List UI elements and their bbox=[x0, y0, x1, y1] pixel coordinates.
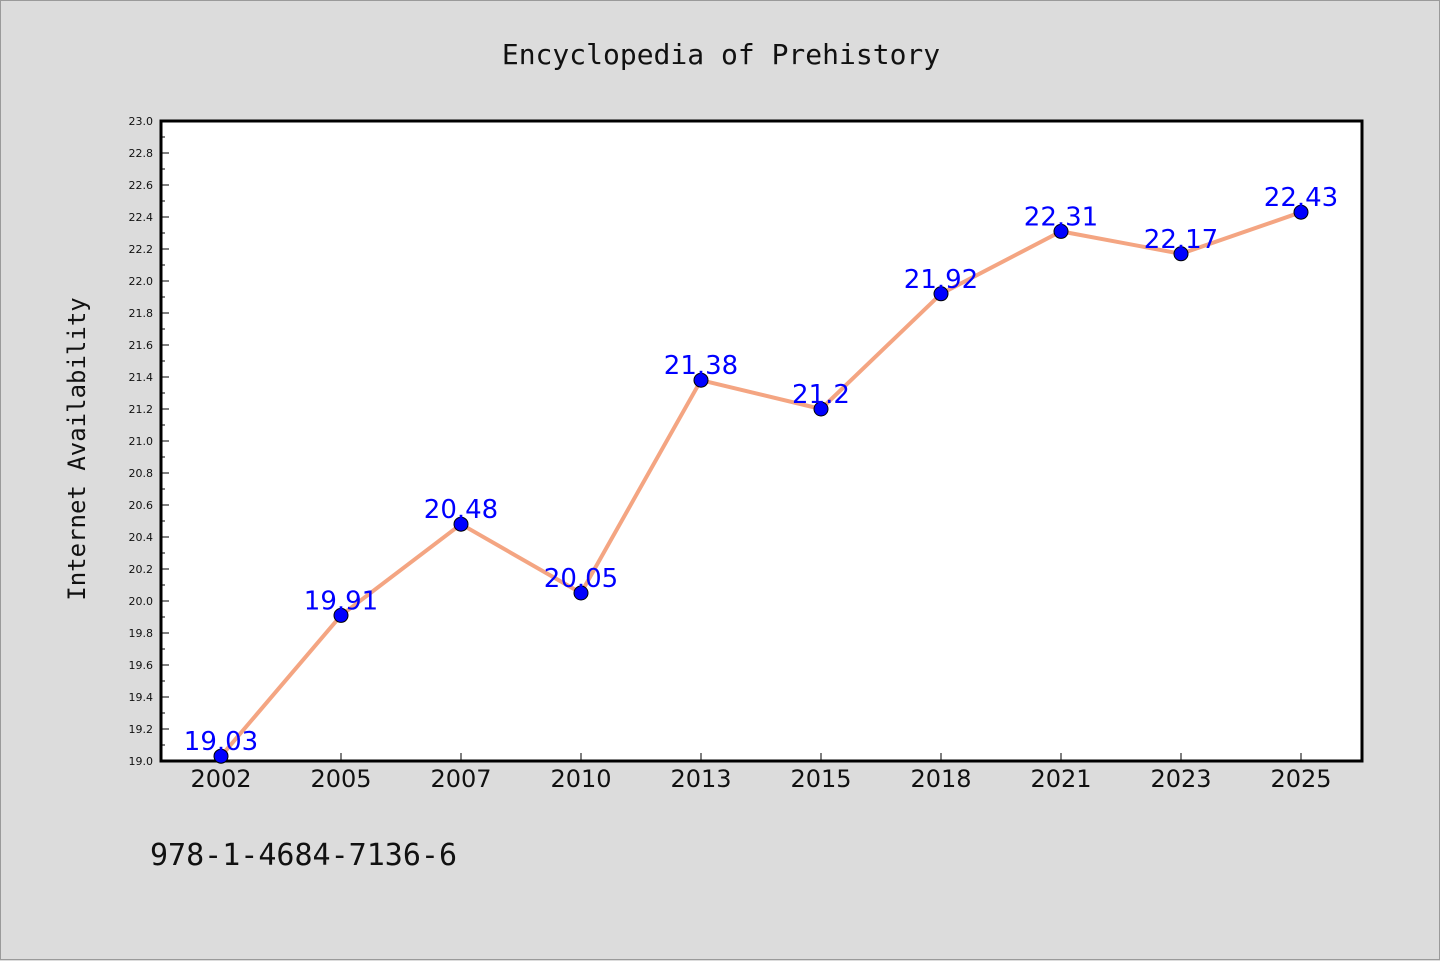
x-tick-label: 2002 bbox=[190, 765, 251, 793]
data-point bbox=[1293, 204, 1309, 220]
y-tick-label: 20.0 bbox=[129, 595, 154, 608]
y-tick-label: 21.4 bbox=[129, 371, 154, 384]
data-label: 20.05 bbox=[544, 564, 618, 594]
y-tick-label: 20.6 bbox=[129, 499, 154, 512]
data-point bbox=[573, 585, 589, 601]
chart-title: Encyclopedia of Prehistory bbox=[502, 38, 940, 71]
data-label: 21.38 bbox=[664, 351, 738, 381]
y-tick-label: 20.2 bbox=[129, 563, 154, 576]
y-tick-label: 23.0 bbox=[129, 115, 154, 128]
data-label: 22.31 bbox=[1024, 202, 1098, 232]
isbn-text: 978-1-4684-7136-6 bbox=[150, 838, 457, 873]
x-tick-label: 2023 bbox=[1150, 765, 1211, 793]
y-tick-label: 19.8 bbox=[129, 627, 154, 640]
data-series bbox=[213, 204, 1309, 764]
plot-area bbox=[159, 119, 1364, 763]
data-label: 22.17 bbox=[1144, 225, 1218, 255]
data-label: 19.03 bbox=[184, 727, 258, 757]
y-axis-label: Internet Availability bbox=[63, 297, 91, 600]
data-label: 22.43 bbox=[1264, 183, 1338, 213]
x-axis: 2002 2005 2007 2010 2013 2015 2018 2021 2023 2025 bbox=[190, 753, 1332, 793]
y-tick-label: 22.2 bbox=[129, 243, 154, 256]
x-tick-label: 2005 bbox=[310, 765, 371, 793]
data-point bbox=[453, 516, 469, 532]
x-tick-label: 2007 bbox=[430, 765, 491, 793]
data-point bbox=[333, 607, 349, 623]
y-tick-label: 19.2 bbox=[129, 723, 154, 736]
y-tick-label: 21.0 bbox=[129, 435, 154, 448]
y-tick-label: 22.8 bbox=[129, 147, 154, 160]
x-tick-label: 2013 bbox=[670, 765, 731, 793]
data-point bbox=[1053, 223, 1069, 239]
x-tick-label: 2010 bbox=[550, 765, 611, 793]
data-point bbox=[693, 372, 709, 388]
data-label: 21.2 bbox=[792, 380, 850, 410]
y-tick-label: 19.4 bbox=[129, 691, 154, 704]
x-tick-label: 2018 bbox=[910, 765, 971, 793]
y-tick-label: 22.6 bbox=[129, 179, 154, 192]
y-tick-label: 19.6 bbox=[129, 659, 154, 672]
y-tick-label: 21.2 bbox=[129, 403, 154, 416]
data-point bbox=[213, 748, 229, 764]
x-tick-label: 2021 bbox=[1030, 765, 1091, 793]
y-tick-label: 22.0 bbox=[129, 275, 154, 288]
x-tick-label: 2025 bbox=[1270, 765, 1331, 793]
data-point bbox=[1173, 246, 1189, 262]
data-label: 21.92 bbox=[904, 265, 978, 295]
y-tick-label: 21.8 bbox=[129, 307, 154, 320]
data-label: 19.91 bbox=[304, 586, 378, 616]
y-tick-label: 21.6 bbox=[129, 339, 154, 352]
data-point bbox=[813, 401, 829, 417]
y-tick-label: 20.4 bbox=[129, 531, 154, 544]
x-tick-label: 2015 bbox=[790, 765, 851, 793]
y-tick-label: 19.0 bbox=[129, 755, 154, 768]
y-tick-label: 20.8 bbox=[129, 467, 154, 480]
y-axis: 19.0 19.2 19.4 19.6 19.8 20.0 20.2 20.4 20.6 20.8… bbox=[129, 115, 169, 768]
y-tick-label: 22.4 bbox=[129, 211, 154, 224]
series-line bbox=[219, 210, 1302, 758]
data-labels: 19.03 19.91 20.48 20.05 21.38 21.2 21.92 22.31 2… bbox=[184, 183, 1338, 757]
data-label: 20.48 bbox=[424, 495, 498, 525]
data-point bbox=[933, 286, 949, 302]
